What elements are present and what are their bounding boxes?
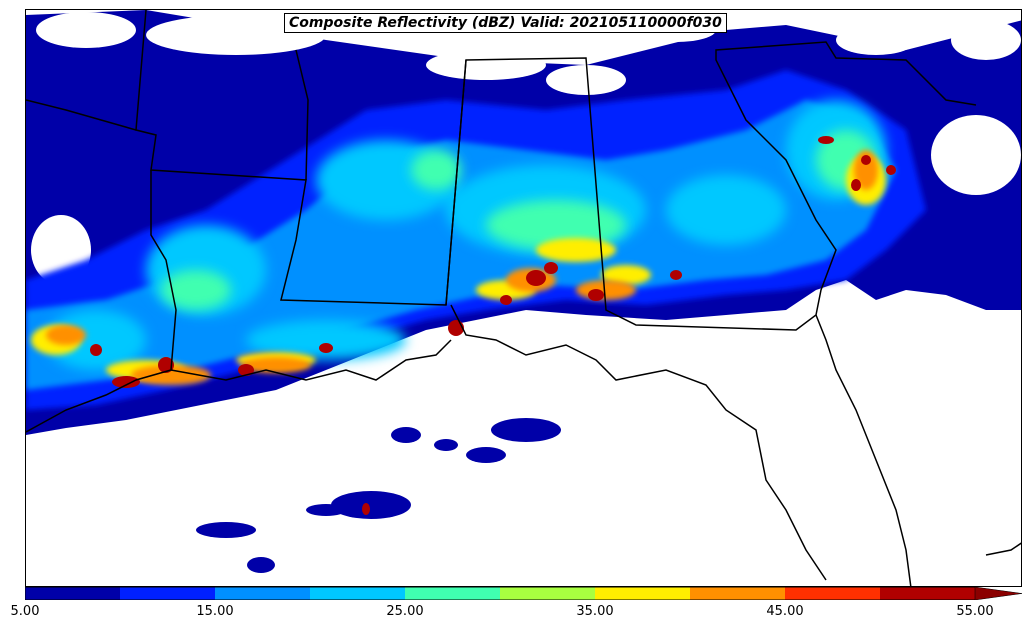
reflectivity-map xyxy=(26,10,1021,586)
colorbar xyxy=(25,587,1022,600)
colorbar-tick-label: 5.00 xyxy=(10,604,40,619)
precip-cells-heavy xyxy=(90,136,896,515)
colorbar-segment xyxy=(405,587,501,600)
colorbar-tick-label: 55.00 xyxy=(956,604,994,619)
colorbar-segment xyxy=(500,587,596,600)
colorbar-tick-label: 45.00 xyxy=(766,604,804,619)
colorbar-segment xyxy=(25,587,121,600)
colorbar-segment xyxy=(880,587,976,600)
colorbar-tick-label: 15.00 xyxy=(196,604,234,619)
colorbar-segment xyxy=(690,587,786,600)
precip-layer-medium xyxy=(26,100,896,390)
colorbar-segment xyxy=(120,587,216,600)
colorbar-tick-label: 25.00 xyxy=(386,604,424,619)
geographic-boundaries xyxy=(26,10,1021,586)
map-panel xyxy=(25,9,1022,587)
colorbar-segment xyxy=(785,587,881,600)
colorbar-extend-arrow xyxy=(974,587,1022,600)
colorbar-tick-label: 35.00 xyxy=(576,604,614,619)
colorbar-segment xyxy=(595,587,691,600)
colorbar-segment xyxy=(215,587,311,600)
colorbar-segment xyxy=(310,587,406,600)
precip-layer-orange xyxy=(46,150,878,385)
map-title: Composite Reflectivity (dBZ) Valid: 2021… xyxy=(284,13,727,33)
